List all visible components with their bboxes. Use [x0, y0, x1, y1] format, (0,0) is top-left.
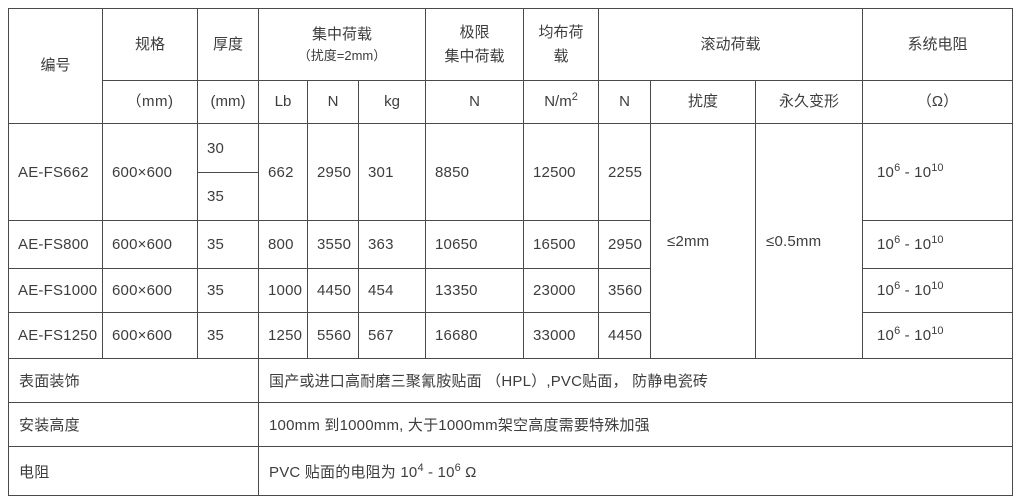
table-row-ae-fs1000: AE-FS1000 600×600 35 1000 4450 454 13350…	[8, 268, 1014, 313]
header-spec: 规格	[102, 8, 198, 81]
cell-thickness: 35	[197, 268, 259, 313]
cell-system-resistance: 106 - 1010	[862, 312, 1014, 359]
header-uniform-load-title: 均布荷载	[538, 23, 584, 65]
cell-model: AE-FS1250	[8, 312, 103, 359]
cell-system-resistance: 106 - 1010	[862, 220, 1014, 269]
footer-content-surface: 国产或进口高耐磨三聚氰胺贴面 （HPL）,PVC贴面， 防静电瓷砖	[257, 358, 1014, 403]
header-concentrated-load-note: （扰度=2mm）	[297, 48, 387, 64]
footer-label-install-height: 安装高度	[8, 402, 259, 447]
table-row-ae-fs662-bottom: 35	[9, 172, 1013, 221]
footer-content-install-height: 100mm 到1000mm, 大于1000mm架空高度需要特殊加强	[257, 402, 1014, 447]
cell-model: AE-FS800	[8, 220, 103, 269]
cell-rolling-deflection: ≤2mm	[650, 123, 757, 359]
header-ultimate-load-line2: 集中荷载	[444, 47, 505, 65]
cell-kg: 363	[357, 220, 427, 269]
cell-lb: 1000	[258, 268, 308, 313]
header-row-2: （mm) (mm) Lb N kg N N/m2 N 扰度 永久变形 （Ω）	[9, 80, 1014, 124]
cell-kg: 301	[357, 123, 427, 221]
header-thickness-unit: (mm)	[197, 80, 259, 124]
cell-uniform-n: 4450	[598, 312, 652, 359]
cell-uniform-n: 2255	[598, 123, 652, 221]
cell-thickness: 35	[197, 312, 259, 359]
header-resistance-unit: （Ω）	[862, 80, 1014, 124]
cell-spec: 600×600	[102, 268, 198, 313]
header-system-resistance: 系统电阻	[862, 8, 1014, 81]
cell-lb: 662	[258, 123, 308, 221]
cell-n: 2950	[307, 123, 359, 221]
cell-system-resistance: 106 - 1010	[862, 123, 1014, 221]
footer-row-surface: 表面装饰 国产或进口高耐磨三聚氰胺贴面 （HPL）,PVC贴面， 防静电瓷砖	[8, 358, 1014, 403]
header-ultimate-load-line1: 极限	[459, 24, 490, 42]
header-rolling-load: 滚动荷载	[598, 8, 864, 81]
cell-lb: 800	[258, 220, 308, 269]
cell-kg: 454	[357, 268, 427, 313]
header-uniform-load: 均布荷载	[523, 8, 600, 81]
header-unit-lb: Lb	[258, 80, 308, 124]
cell-thickness: 35	[197, 220, 259, 269]
footer-label-surface: 表面装饰	[8, 358, 259, 403]
cell-uniform-n: 2950	[598, 220, 652, 269]
cell-lb: 1250	[258, 312, 308, 359]
cell-model: AE-FS1000	[8, 268, 103, 313]
cell-system-resistance: 106 - 1010	[862, 268, 1014, 313]
cell-uniform-nm2: 23000	[523, 268, 600, 313]
header-id: 编号	[8, 8, 103, 124]
cell-ultimate-n: 16680	[425, 312, 525, 359]
cell-spec: 600×600	[102, 312, 198, 359]
spec-table: 编号 规格 厚度 集中荷载 （扰度=2mm） 极限 集中荷载 均布荷载 滚动荷载…	[8, 8, 1014, 496]
cell-uniform-n: 3560	[598, 268, 652, 313]
cell-ultimate-n: 8850	[425, 123, 525, 221]
cell-thickness-top: 30	[197, 123, 259, 173]
header-unit-n: N	[307, 80, 359, 124]
header-ultimate-load: 极限 集中荷载	[425, 8, 525, 81]
cell-kg: 567	[357, 312, 427, 359]
table-row-ae-fs662-top: AE-FS662 600×600 30 662 2950 301 8850 12…	[8, 123, 1014, 359]
header-uniform-unit: N/m2	[523, 80, 600, 124]
cell-uniform-nm2: 16500	[523, 220, 600, 269]
table-row-ae-fs1250: AE-FS1250 600×600 35 1250 5560 567 16680…	[8, 312, 1014, 359]
cell-ultimate-n: 13350	[425, 268, 525, 313]
header-concentrated-load-title: 集中荷载	[312, 25, 373, 43]
header-thickness: 厚度	[197, 8, 259, 81]
header-unit-kg: kg	[357, 80, 427, 124]
cell-spec: 600×600	[102, 220, 198, 269]
cell-n: 4450	[307, 268, 359, 313]
footer-row-resistance: 电阻 PVC 贴面的电阻为 104 - 106 Ω	[8, 446, 1014, 496]
table-row-ae-fs800: AE-FS800 600×600 35 800 3550 363 10650 1…	[8, 220, 1014, 269]
header-concentrated-load: 集中荷载 （扰度=2mm）	[257, 8, 427, 81]
cell-uniform-nm2: 12500	[523, 123, 600, 221]
footer-content-resistance: PVC 贴面的电阻为 104 - 106 Ω	[257, 446, 1014, 496]
header-rolling-permanent: 永久变形	[755, 80, 864, 124]
header-rolling-deflection: 扰度	[650, 80, 757, 124]
header-spec-unit: （mm)	[102, 80, 198, 124]
header-row-1: 编号 规格 厚度 集中荷载 （扰度=2mm） 极限 集中荷载 均布荷载 滚动荷载…	[8, 8, 1014, 124]
cell-model: AE-FS662	[8, 123, 103, 221]
cell-thickness-bottom: 35	[197, 172, 259, 221]
cell-n: 3550	[307, 220, 359, 269]
footer-row-install-height: 安装高度 100mm 到1000mm, 大于1000mm架空高度需要特殊加强	[8, 402, 1014, 447]
header-ultimate-unit: N	[425, 80, 525, 124]
cell-ultimate-n: 10650	[425, 220, 525, 269]
footer-label-resistance: 电阻	[8, 446, 259, 496]
cell-spec: 600×600	[102, 123, 198, 221]
cell-n: 5560	[307, 312, 359, 359]
cell-rolling-permanent: ≤0.5mm	[755, 123, 864, 359]
header-rolling-unit-n: N	[598, 80, 652, 124]
cell-uniform-nm2: 33000	[523, 312, 600, 359]
